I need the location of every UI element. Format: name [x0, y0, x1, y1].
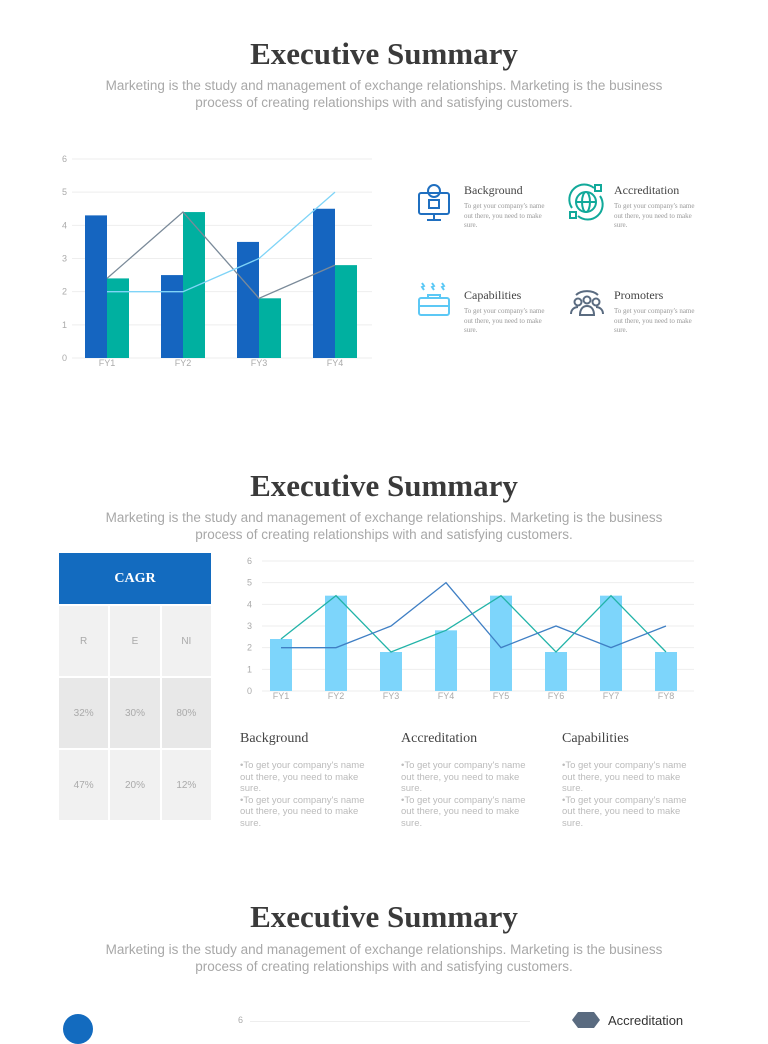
column-title: Accreditation: [401, 731, 478, 746]
feature-title: Accreditation: [608, 1013, 684, 1028]
bullet: •To get your company's name out there, y…: [401, 760, 526, 794]
y-tick-label: 2: [247, 643, 252, 653]
table-header-cell: R: [59, 606, 109, 676]
bar: [655, 652, 677, 691]
table-cell: 20%: [110, 750, 160, 820]
x-tick-label: FY8: [658, 691, 675, 701]
badge-icon: [572, 1012, 600, 1028]
combo-chart-2: 0 1 2 3 4 5 6 FY1 FY2 FY3 FY4 FY5 FY6 FY7 FY8: [247, 556, 694, 701]
column-background: Background •To get your company's name o…: [240, 731, 370, 829]
y-tick-label: 2: [62, 287, 67, 297]
y-tick-label: 3: [62, 254, 67, 264]
series-line: [281, 581, 667, 649]
bullet: •To get your company's name out there, y…: [562, 760, 687, 794]
x-tick-label: FY3: [383, 691, 400, 701]
bullet: •To get your company's name out there, y…: [240, 794, 365, 829]
y-tick-label: 5: [247, 578, 252, 588]
circle-icon: [63, 1014, 93, 1044]
gridline: [250, 1021, 530, 1022]
feature-title: Accreditation: [614, 183, 680, 197]
bar: [107, 278, 129, 358]
section-2-title: Executive Summary: [250, 468, 518, 503]
x-tick-label: FY4: [327, 358, 344, 368]
bar: [335, 265, 357, 358]
column-accreditation: Accreditation •To get your company's nam…: [401, 731, 531, 829]
feature-text: To get your company's name out there, yo…: [614, 202, 695, 229]
y-tick-label: 5: [62, 187, 67, 197]
cagr-table: CAGR R E NI 32% 30% 80% 47% 20% 12%: [59, 553, 211, 821]
bar: [270, 639, 292, 691]
people-icon: [570, 290, 604, 316]
combo-chart-1: 0 1 2 3 4 5 6 FY1 FY2 FY3 FY4: [62, 154, 372, 368]
table-cell: 47%: [59, 750, 109, 820]
x-tick-label: FY1: [273, 691, 290, 701]
x-tick-label: FY4: [438, 691, 455, 701]
bar: [237, 241, 259, 358]
y-tick-label: 4: [247, 599, 252, 609]
bar: [600, 595, 622, 691]
monitor-gear-icon: [418, 184, 450, 221]
y-tick-label: 0: [247, 686, 252, 696]
section-1-title: Executive Summary: [250, 36, 518, 71]
section-3-subtitle: Marketing is the study and management of…: [105, 942, 663, 974]
feature-text: To get your company's name out there, yo…: [464, 202, 545, 229]
feature-title: Promoters: [614, 288, 664, 302]
x-tick-label: FY2: [175, 358, 192, 368]
section-1-subtitle: Marketing is the study and management of…: [105, 78, 663, 110]
x-tick-label: FY5: [493, 691, 510, 701]
table-cell: 12%: [161, 750, 211, 820]
y-tick-label: 1: [247, 664, 252, 674]
bullet: •To get your company's name out there, y…: [401, 794, 526, 829]
bullet: •To get your company's name out there, y…: [562, 794, 687, 829]
series-line: [107, 191, 336, 293]
bar: [183, 212, 205, 358]
bar: [490, 595, 512, 691]
bar: [313, 208, 335, 358]
bar: [545, 652, 567, 691]
bar: [325, 595, 347, 691]
x-tick-label: FY6: [548, 691, 565, 701]
y-tick-label: 0: [62, 353, 67, 363]
column-title: Capabilities: [562, 731, 629, 746]
table-header-cell: E: [110, 606, 160, 676]
x-tick-label: FY1: [99, 358, 116, 368]
table-cell: 32%: [59, 678, 109, 748]
feature-text: To get your company's name out there, yo…: [614, 307, 695, 334]
y-tick-label: 3: [247, 621, 252, 631]
y-tick-label: 4: [62, 220, 67, 230]
x-tick-label: FY2: [328, 691, 345, 701]
table-header-cell: NI: [161, 606, 211, 676]
bar: [85, 215, 107, 358]
x-tick-label: FY7: [603, 691, 620, 701]
section-2-subtitle: Marketing is the study and management of…: [105, 510, 663, 542]
bullet: •To get your company's name out there, y…: [240, 760, 365, 794]
y-tick-label: 6: [62, 154, 67, 164]
feature-title: Capabilities: [464, 288, 522, 302]
section-3-title: Executive Summary: [250, 899, 518, 934]
table-cell: 30%: [110, 678, 160, 748]
briefcase-icon: [418, 282, 450, 316]
table-cell: 80%: [161, 678, 211, 748]
column-title: Background: [240, 731, 309, 746]
axis-tick-label: 6: [238, 1015, 244, 1025]
bar: [161, 275, 183, 358]
y-tick-label: 1: [62, 320, 67, 330]
series-line: [106, 211, 336, 300]
feature-title: Background: [464, 183, 523, 197]
bar: [259, 298, 281, 358]
series-line: [280, 594, 667, 653]
cagr-header: CAGR: [59, 553, 211, 604]
globe-icon: [568, 183, 604, 221]
x-tick-label: FY3: [251, 358, 268, 368]
bar: [380, 652, 402, 691]
feature-text: To get your company's name out there, yo…: [464, 307, 545, 334]
column-capabilities: Capabilities •To get your company's name…: [562, 731, 692, 829]
bar: [435, 630, 457, 691]
y-tick-label: 6: [247, 556, 252, 566]
